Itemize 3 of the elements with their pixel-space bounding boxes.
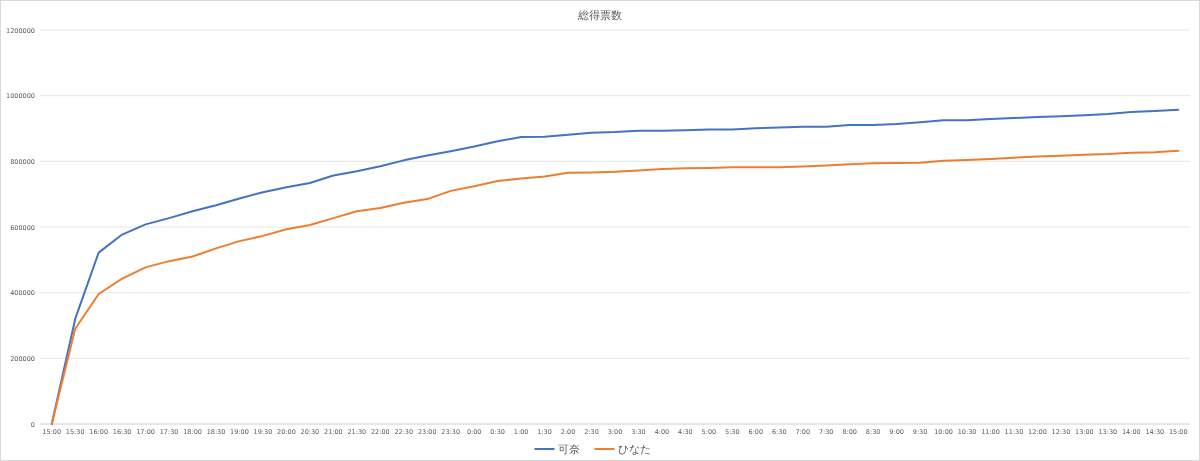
chart-title: 総得票数: [577, 9, 622, 22]
legend-label: 可奈: [557, 443, 580, 456]
legend-label: ひなた: [617, 443, 651, 456]
